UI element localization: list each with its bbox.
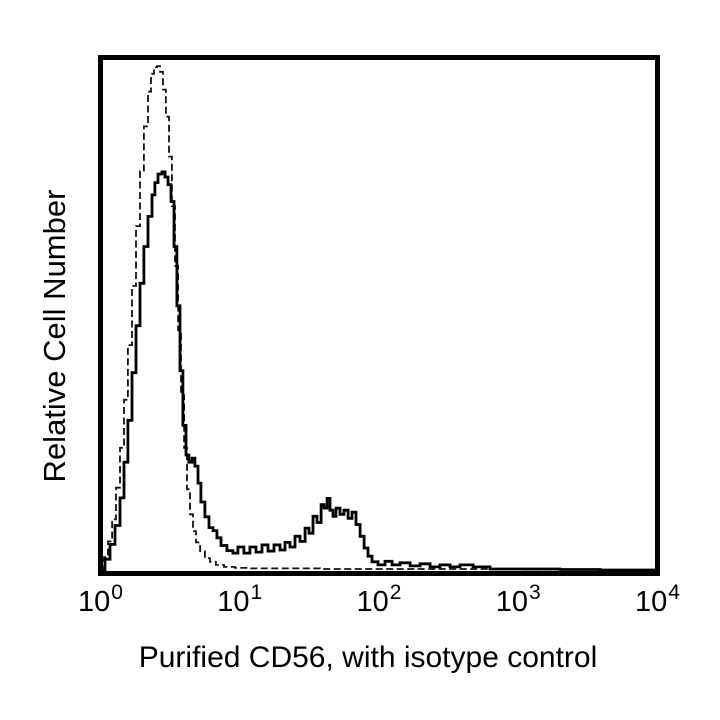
isotype-control-histogram-curve	[100, 65, 658, 571]
tick-exponent: 2	[389, 581, 402, 604]
tick-exponent: 0	[111, 581, 123, 604]
tick-base: 10	[635, 586, 668, 618]
tick-base: 10	[217, 586, 250, 618]
cd56-histogram-curve	[100, 170, 658, 573]
x-axis-tick-10e4: 104	[635, 581, 680, 619]
x-axis-tick-10e1: 101	[217, 581, 262, 619]
tick-base: 10	[356, 586, 389, 618]
x-axis-tick-10e0: 100	[78, 581, 123, 619]
x-axis-tick-10e3: 103	[495, 581, 541, 619]
x-axis-label: Purified CD56, with isotype control	[138, 641, 598, 674]
tick-exponent: 1	[250, 581, 263, 604]
tick-exponent: 3	[529, 581, 541, 604]
tick-exponent: 4	[668, 581, 680, 604]
y-axis-label: Relative Cell Number	[37, 189, 72, 483]
plot-frame	[98, 55, 660, 576]
x-axis-tick-10e2: 102	[356, 581, 402, 619]
tick-base: 10	[78, 586, 111, 618]
tick-base: 10	[495, 586, 529, 618]
